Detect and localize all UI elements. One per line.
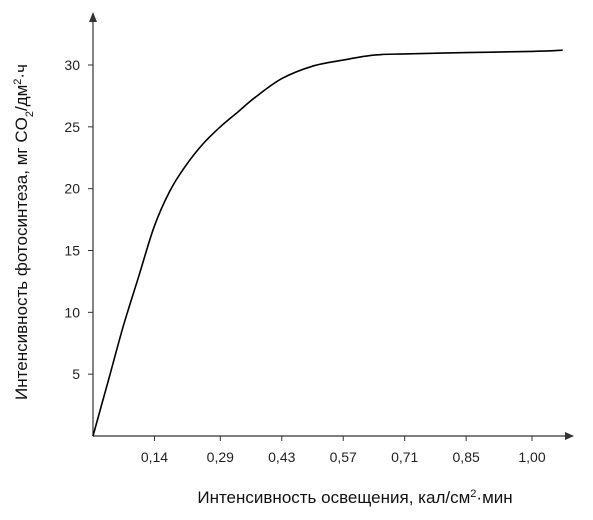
x-tick-label: 0,29 bbox=[207, 449, 234, 465]
y-tick-label: 15 bbox=[64, 243, 80, 259]
y-axis-title-mid: /дм bbox=[12, 85, 31, 111]
y-tick-label: 10 bbox=[64, 304, 80, 320]
x-axis-title-tail: ·мин bbox=[476, 488, 512, 507]
y-tick-label: 25 bbox=[64, 119, 80, 135]
x-axis-arrow-icon bbox=[565, 432, 574, 440]
x-tick-label: 0,71 bbox=[391, 449, 418, 465]
y-tick-label: 30 bbox=[64, 57, 80, 73]
x-tick-label: 0,57 bbox=[330, 449, 357, 465]
x-tick-label: 0,85 bbox=[453, 449, 480, 465]
y-axis-title-main: Интенсивность фотосинтеза, мг CO bbox=[12, 117, 31, 400]
y-tick-label: 20 bbox=[64, 181, 80, 197]
x-tick-label: 1,00 bbox=[518, 449, 545, 465]
axes bbox=[89, 12, 574, 440]
y-tick-label: 5 bbox=[72, 366, 80, 382]
y-axis-title-sup: 2 bbox=[12, 79, 24, 85]
y-axis-title: Интенсивность фотосинтеза, мг CO2/дм2·ч bbox=[12, 64, 36, 400]
y-axis-title-tail: ·ч bbox=[12, 64, 31, 79]
x-axis-title-main: Интенсивность освещения, кал/см bbox=[197, 488, 470, 507]
x-ticks: 0,14 0,29 0,43 0,57 0,71 0,85 1,00 bbox=[141, 436, 546, 465]
x-axis-title: Интенсивность освещения, кал/см2·мин bbox=[197, 488, 512, 507]
x-tick-label: 0,14 bbox=[141, 449, 168, 465]
x-tick-label: 0,43 bbox=[268, 449, 295, 465]
series-line bbox=[92, 49, 563, 437]
x-axis-title-sup: 2 bbox=[470, 488, 476, 500]
y-axis-title-sub: 2 bbox=[24, 111, 36, 117]
y-axis-arrow-icon bbox=[89, 12, 97, 22]
y-ticks: 5 10 15 20 25 30 bbox=[64, 57, 93, 382]
